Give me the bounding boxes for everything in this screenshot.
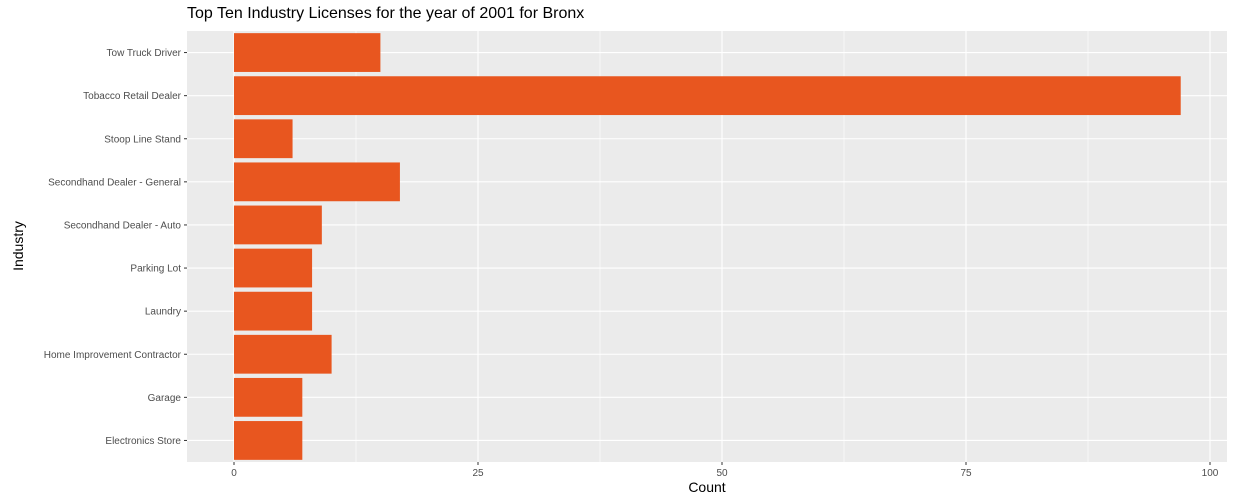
bar bbox=[234, 377, 303, 417]
bar bbox=[234, 76, 1181, 116]
y-axis: Tow Truck Driver Tobacco Retail Dealer Sto… bbox=[44, 48, 187, 447]
x-tick-label: 75 bbox=[960, 468, 972, 479]
bar bbox=[234, 205, 322, 245]
y-tick-label: Secondhand Dealer - General bbox=[48, 177, 181, 188]
x-tick-label: 0 bbox=[231, 468, 237, 479]
y-tick-label: Home Improvement Contractor bbox=[44, 350, 182, 361]
x-axis: 0 25 50 75 100 bbox=[231, 462, 1219, 479]
y-tick-label: Stoop Line Stand bbox=[104, 134, 181, 145]
y-tick-label: Secondhand Dealer - Auto bbox=[64, 220, 182, 231]
x-axis-title: Count bbox=[688, 479, 726, 495]
bar bbox=[234, 162, 400, 202]
bar bbox=[234, 291, 313, 331]
y-axis-title: Industry bbox=[10, 221, 26, 271]
bars bbox=[234, 33, 1181, 460]
bar bbox=[234, 334, 332, 374]
bar bbox=[234, 33, 381, 72]
bar bbox=[234, 421, 303, 460]
y-tick-label: Parking Lot bbox=[130, 264, 181, 275]
chart-title: Top Ten Industry Licenses for the year o… bbox=[187, 5, 585, 22]
x-tick-label: 25 bbox=[472, 468, 484, 479]
y-tick-label: Laundry bbox=[145, 307, 181, 318]
y-tick-label: Tobacco Retail Dealer bbox=[83, 91, 181, 102]
bar bbox=[234, 248, 313, 288]
x-tick-label: 50 bbox=[716, 468, 728, 479]
y-tick-label: Electronics Store bbox=[105, 436, 181, 447]
x-tick-label: 100 bbox=[1202, 468, 1219, 479]
y-tick-label: Garage bbox=[148, 393, 182, 404]
bar bbox=[234, 119, 293, 159]
y-tick-label: Tow Truck Driver bbox=[107, 48, 182, 59]
